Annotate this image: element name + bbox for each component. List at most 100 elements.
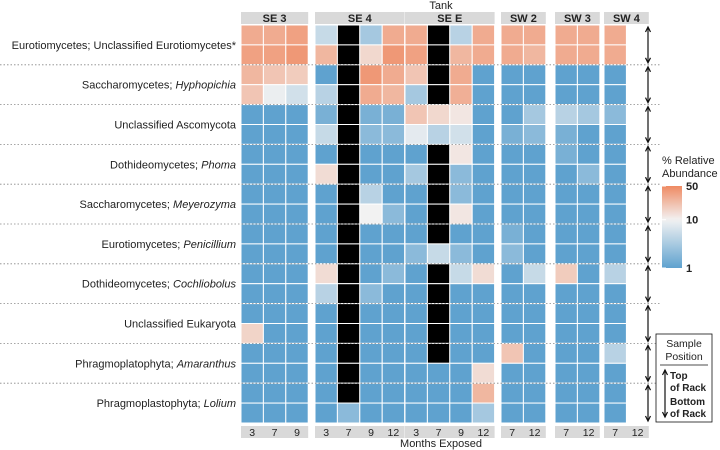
heatmap-cell [426,203,451,225]
heatmap-cell [449,243,473,265]
heatmap-cell [576,124,601,145]
position-legend-top: of Rack [670,383,707,394]
heatmap-cell [449,323,473,344]
heatmap-cell [359,163,383,185]
heatmap-cell [381,24,406,46]
heatmap-cell [336,183,361,205]
heatmap-cell [359,203,383,225]
heatmap-cell [359,44,383,66]
taxon-label: Phragmoplatophyta; Amaranthus [75,358,236,370]
heatmap-cell [262,163,287,185]
heatmap-cell [426,24,451,46]
heatmap-cell [359,124,383,145]
heatmap-cell [449,84,473,106]
heatmap-cell [426,143,451,165]
heatmap-cell [262,44,287,66]
heatmap-cell [449,342,473,364]
heatmap-cell [285,263,309,285]
heatmap-cell [426,84,451,106]
heatmap-cell [603,243,627,265]
heatmap-cell [381,243,406,265]
heatmap-cell [426,44,451,66]
heatmap-cell [262,342,287,364]
heatmap-cell [314,124,338,145]
heatmap-cell [603,163,627,185]
heatmap-cell [554,402,578,424]
heatmap-cell [285,163,309,185]
position-arrowhead [644,296,652,303]
heatmap-cell [576,283,601,305]
heatmap-cell [262,223,287,245]
heatmap-cell [522,223,547,245]
heatmap-cell [603,402,627,424]
heatmap-cell [285,183,309,205]
heatmap-cell [336,84,361,106]
heatmap-cell [426,342,451,364]
position-arrowhead [644,216,652,224]
position-arrowhead [644,344,652,351]
heatmap-cell [314,223,338,245]
heatmap-cell [554,342,578,364]
heatmap-cell [285,323,309,344]
heatmap-cell [285,243,309,265]
heatmap-cell [336,323,361,344]
position-legend-arrowhead [661,411,669,419]
heatmap-cell [240,64,264,86]
heatmap-cell [522,183,547,205]
heatmap-cell [576,44,601,66]
heatmap-cell [381,402,406,424]
heatmap-cell [522,382,547,404]
heatmap-cell [500,163,524,185]
heatmap-cell [471,24,496,46]
heatmap-cell [500,44,524,66]
heatmap-cell [500,382,524,404]
position-arrowhead [644,97,652,104]
heatmap-cell [404,24,428,46]
heatmap-cell [522,342,547,364]
heatmap-cell [449,183,473,205]
heatmap-cell [576,143,601,165]
heatmap-cell [603,203,627,225]
heatmap-cell [576,382,601,404]
heatmap-cell [471,143,496,165]
heatmap-cell [262,362,287,384]
heatmap-cell [404,362,428,384]
heatmap-cell [554,203,578,225]
heatmap-cell [426,64,451,86]
color-scale-label: 1 [686,263,692,275]
heatmap-cell [554,223,578,245]
position-legend-bottom: of Rack [670,409,707,420]
taxon-label: Phragmoplastophyta; Lolium [97,398,236,410]
heatmap-cell [522,362,547,384]
heatmap-cell [426,382,451,404]
position-arrowhead [644,184,652,192]
heatmap-cell [500,104,524,125]
heatmap-cell [404,143,428,165]
heatmap-cell [603,64,627,86]
heatmap-cell [381,124,406,145]
heatmap-cell [500,24,524,46]
heatmap-cell [554,263,578,285]
legend-title: Abundance [662,168,718,180]
heatmap-cell [336,263,361,285]
heatmap-cell [336,303,361,325]
heatmap-cell [381,163,406,185]
heatmap-cell [522,163,547,185]
heatmap-cell [522,124,547,145]
heatmap-cell [336,124,361,145]
heatmap-cell [500,203,524,225]
heatmap-cell [471,183,496,205]
heatmap-cell [240,342,264,364]
heatmap-cell [285,143,309,165]
heatmap-cell [576,342,601,364]
heatmap-cell [285,382,309,404]
heatmap-cell [426,163,451,185]
heatmap-cell [262,203,287,225]
heatmap-cell [285,303,309,325]
heatmap-cell [404,183,428,205]
heatmap-cell [240,24,264,46]
heatmap-cell [554,382,578,404]
month-tick-label: 7 [436,427,442,439]
heatmap-cell [471,342,496,364]
